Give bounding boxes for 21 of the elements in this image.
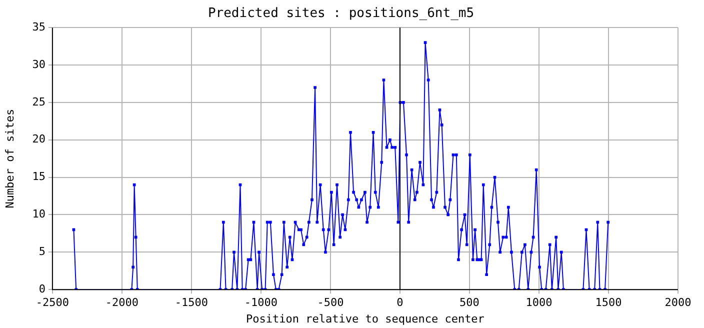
x-tick-label: 1000	[526, 296, 552, 310]
y-tick-label: 5	[38, 245, 46, 258]
x-tick-label: -2500	[36, 296, 70, 310]
y-tick-label: 35	[32, 20, 46, 34]
y-tick-label: 20	[32, 132, 46, 146]
y-tick-label: 10	[32, 208, 46, 221]
x-tick-label: 1500	[595, 296, 622, 310]
y-tick-label: 0	[38, 282, 46, 296]
x-axis-title: Position relative to sequence center	[246, 312, 485, 326]
y-tick-label: 30	[32, 58, 46, 71]
y-tick-label: 25	[32, 95, 46, 108]
chart-title: Predicted sites : positions_6nt_m5	[208, 6, 474, 22]
y-tick-label: 15	[32, 170, 46, 184]
x-tick-label: 500	[460, 296, 480, 310]
y-axis-title: Number of sites	[3, 108, 16, 208]
x-tick-label: -1000	[244, 296, 278, 310]
x-tick-label: -2000	[105, 296, 139, 310]
x-tick-label: 2000	[664, 296, 692, 310]
x-tick-label: 0	[396, 296, 404, 310]
x-tick-label: -500	[317, 296, 344, 310]
x-tick-label: -1500	[174, 296, 208, 310]
